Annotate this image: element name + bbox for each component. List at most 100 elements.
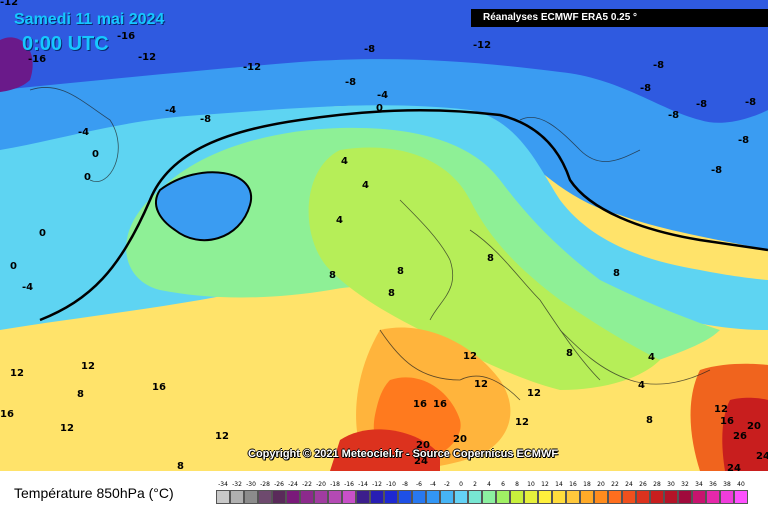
isotherm-label: 8 bbox=[646, 415, 653, 426]
isotherm-label: 12 bbox=[474, 379, 488, 390]
isotherm-label: 0 bbox=[84, 172, 91, 183]
isotherm-label: -16 bbox=[28, 54, 47, 65]
isotherm-label: 16 bbox=[433, 399, 447, 410]
zone-hottest-east bbox=[722, 397, 768, 471]
isotherm-label: 12 bbox=[215, 431, 229, 442]
scale-tick-label: 8 bbox=[515, 481, 519, 488]
scale-tick-label: -2 bbox=[444, 481, 450, 488]
scale-swatch bbox=[230, 490, 244, 504]
scale-swatch bbox=[328, 490, 342, 504]
isotherm-label: 4 bbox=[362, 180, 369, 191]
scale-swatch bbox=[398, 490, 412, 504]
scale-swatch bbox=[314, 490, 328, 504]
isotherm-label: 4 bbox=[336, 215, 343, 226]
zone-extreme-cold bbox=[0, 37, 33, 92]
copyright-text: Copyright © 2021 Meteociel.fr - Source C… bbox=[248, 448, 559, 460]
isotherm-label: 12 bbox=[81, 361, 95, 372]
source-banner: Réanalyses ECMWF ERA5 0.25 ° bbox=[471, 9, 768, 27]
color-scale: -34 -32 -30 -28 -26 -24 -22 -20 -18 -16 -14 -12 -10-… bbox=[212, 481, 752, 511]
isotherm-label: 8 bbox=[177, 461, 184, 472]
scale-swatch bbox=[370, 490, 384, 504]
isotherm-label: 0 bbox=[92, 149, 99, 160]
isotherm-label: 12 bbox=[10, 368, 24, 379]
zero-isotherm bbox=[39, 109, 768, 322]
scale-tick-label: -32 bbox=[232, 481, 242, 488]
scale-swatch bbox=[300, 490, 314, 504]
isotherm-label: 8 bbox=[566, 348, 573, 359]
isotherm-label: 12 bbox=[527, 388, 541, 399]
isotherm-label: 4 bbox=[648, 352, 655, 363]
isotherm-label: -8 bbox=[668, 110, 680, 121]
isotherm-label: -4 bbox=[165, 105, 177, 116]
scale-swatch bbox=[454, 490, 468, 504]
isotherm-label: 16 bbox=[152, 382, 166, 393]
scale-tick-label: 4 bbox=[487, 481, 491, 488]
temperature-map: Samedi 11 mai 2024 0:00 UTC Réanalyses E… bbox=[0, 0, 768, 471]
scale-swatch bbox=[342, 490, 356, 504]
scale-swatch bbox=[552, 490, 566, 504]
scale-swatch bbox=[510, 490, 524, 504]
scale-swatch bbox=[650, 490, 664, 504]
scale-tick-label: 16 bbox=[569, 481, 577, 488]
scale-swatch bbox=[244, 490, 258, 504]
scale-tick-label: -22 bbox=[302, 481, 312, 488]
scale-tick-label: 28 bbox=[653, 481, 661, 488]
scale-swatch bbox=[664, 490, 678, 504]
scale-swatch bbox=[538, 490, 552, 504]
isotherm-label: 16 bbox=[413, 399, 427, 410]
isotherm-label: -8 bbox=[364, 44, 376, 55]
scale-tick-label: -28 bbox=[260, 481, 270, 488]
scale-tick-label: 34 bbox=[695, 481, 703, 488]
scale-tick-label: -14 bbox=[358, 481, 368, 488]
isotherm-label: 26 bbox=[733, 431, 747, 442]
scale-tick-label: 32 bbox=[681, 481, 689, 488]
scale-swatch bbox=[692, 490, 706, 504]
scale-swatch bbox=[706, 490, 720, 504]
scale-swatch bbox=[734, 490, 748, 504]
scale-tick-label: 30 bbox=[667, 481, 675, 488]
isotherm-label: -12 bbox=[0, 0, 19, 8]
zone-very-cold bbox=[0, 0, 768, 160]
isotherm-label: 0 bbox=[376, 103, 383, 114]
scale-tick-label: 14 bbox=[555, 481, 563, 488]
isotherm-label: 12 bbox=[515, 417, 529, 428]
isotherm-label: 20 bbox=[416, 440, 430, 451]
isotherm-label: -8 bbox=[711, 165, 723, 176]
isotherm-label: 20 bbox=[747, 421, 761, 432]
isotherm-label: -8 bbox=[738, 135, 750, 146]
scale-swatch bbox=[720, 490, 734, 504]
scale-tick-label: 10 bbox=[527, 481, 535, 488]
legend-title: Température 850hPa (°C) bbox=[14, 485, 174, 501]
isotherm-label: 8 bbox=[487, 253, 494, 264]
scale-tick-label: -8 bbox=[402, 481, 408, 488]
scale-swatch bbox=[440, 490, 454, 504]
scale-tick-label: -10 bbox=[386, 481, 396, 488]
scale-swatch bbox=[566, 490, 580, 504]
date-title: Samedi 11 mai 2024 bbox=[14, 11, 165, 28]
isotherm-label: 0 bbox=[10, 261, 17, 272]
isotherm-label: 24 bbox=[756, 451, 768, 462]
map-canvas bbox=[0, 0, 768, 471]
scale-swatch bbox=[384, 490, 398, 504]
scale-swatch bbox=[524, 490, 538, 504]
isotherm-label: 8 bbox=[397, 266, 404, 277]
scale-swatch bbox=[216, 490, 230, 504]
scale-tick-label: -6 bbox=[416, 481, 422, 488]
scale-swatch bbox=[258, 490, 272, 504]
scale-swatch bbox=[272, 490, 286, 504]
scale-tick-label: -20 bbox=[316, 481, 326, 488]
zone-warm-green bbox=[308, 147, 660, 390]
scale-tick-label: -4 bbox=[430, 481, 436, 488]
isotherm-label: 12 bbox=[463, 351, 477, 362]
isotherm-label: -8 bbox=[345, 77, 357, 88]
scale-tick-label: 20 bbox=[597, 481, 605, 488]
scale-swatch bbox=[622, 490, 636, 504]
scale-swatch bbox=[636, 490, 650, 504]
zero-isotherm-loop bbox=[155, 171, 253, 242]
scale-swatch bbox=[678, 490, 692, 504]
isotherm-label: -16 bbox=[117, 31, 136, 42]
scale-tick-label: 6 bbox=[501, 481, 505, 488]
isotherm-label: 0 bbox=[39, 228, 46, 239]
isotherm-label: 24 bbox=[414, 456, 428, 467]
scale-swatch bbox=[286, 490, 300, 504]
